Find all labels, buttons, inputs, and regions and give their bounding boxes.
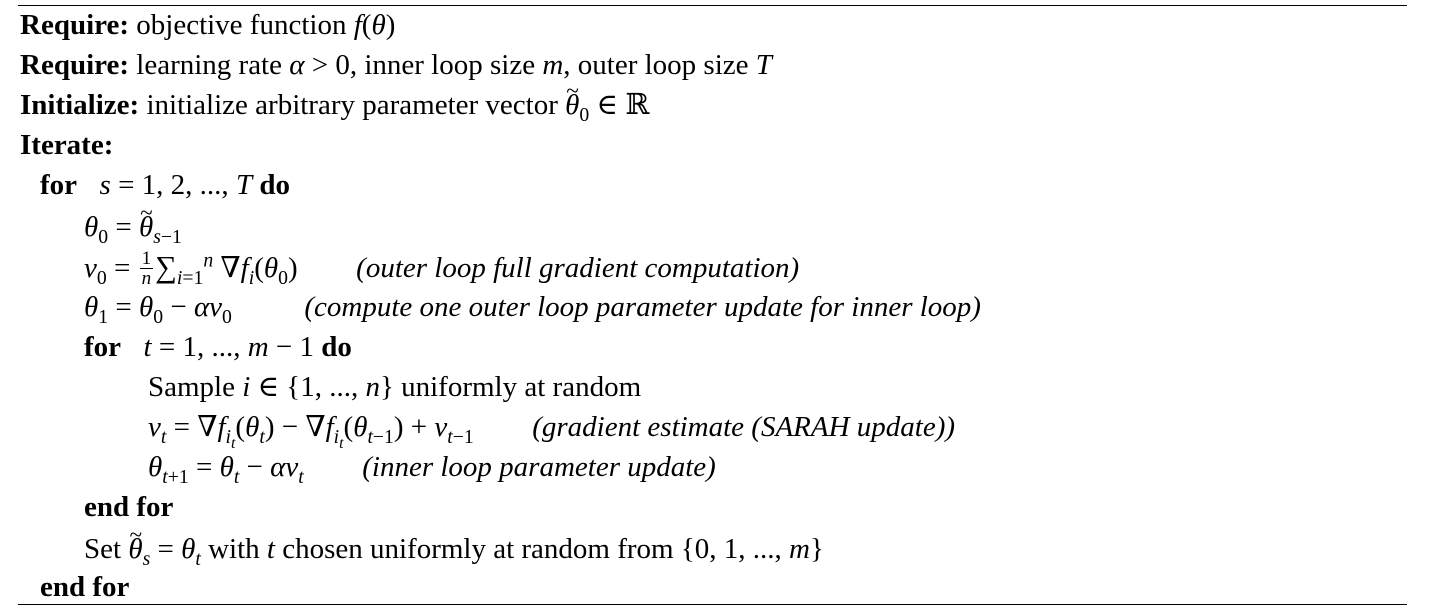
- algo-line-10: Sample i ∈ {1, ..., n} uniformly at rand…: [148, 370, 641, 404]
- outer-loop-symbol: T: [755, 49, 772, 81]
- initial-parameter-formula: θ0 ∈ ℝ: [565, 74, 649, 125]
- outer-update-formula: θ1 = θ0 − αv0: [84, 291, 232, 328]
- theta-zero-assignment: θ0 = θs−1: [84, 196, 182, 247]
- algo-line-12: θt+1 = θt − αvt (inner loop parameter up…: [148, 450, 716, 488]
- end-for-keyword: end for: [40, 571, 130, 603]
- algo-line-9: for t = 1, ..., m − 1 do: [84, 330, 352, 364]
- top-rule: [18, 5, 1407, 6]
- inner-update-formula: θt+1 = θt − αvt: [148, 451, 304, 488]
- initialize-text: initialize arbitrary parameter vector: [146, 89, 558, 121]
- algo-line-6: θ0 = θs−1: [84, 196, 182, 247]
- inner-loop-label: , inner loop size: [349, 49, 536, 81]
- with-label: with: [208, 533, 260, 565]
- chosen-uniform-text: chosen uniformly at random from: [282, 533, 674, 565]
- choice-set-formula: {0, 1, ..., m}: [680, 533, 824, 565]
- require-keyword: Require:: [20, 49, 130, 81]
- algo-line-2: Require: learning rate α > 0, inner loop…: [20, 48, 772, 82]
- outer-for-range: s = 1, 2, ..., T: [99, 169, 253, 201]
- algo-line-4: Iterate:: [20, 128, 113, 162]
- for-keyword: for: [40, 169, 78, 201]
- algo-line-14: Set θs = θt with t chosen uniformly at r…: [84, 518, 824, 569]
- outer-loop-label: , outer loop size: [563, 49, 749, 81]
- full-gradient-formula: v0 = 1 n ∑i=1n ∇fi(θ0): [84, 247, 298, 289]
- inner-for-range: t = 1, ..., m − 1: [143, 331, 315, 363]
- sample-label: Sample: [148, 371, 235, 403]
- algo-line-8: θ1 = θ0 − αv0 (compute one outer loop pa…: [84, 290, 981, 328]
- inner-update-comment: (inner loop parameter update): [362, 451, 716, 483]
- learning-rate-label: learning rate: [136, 49, 282, 81]
- do-keyword: do: [321, 331, 352, 363]
- t-symbol: t: [266, 533, 275, 565]
- for-keyword: for: [84, 331, 122, 363]
- sample-set-formula: i ∈ {1, ..., n}: [242, 371, 394, 403]
- learning-rate-formula: α > 0: [289, 49, 350, 81]
- initialize-keyword: Initialize:: [20, 89, 140, 121]
- algo-line-7: v0 = 1 n ∑i=1n ∇fi(θ0) (outer loop full gr…: [84, 247, 800, 290]
- set-label: Set: [84, 533, 122, 565]
- require-keyword: Require:: [20, 9, 130, 41]
- algo-line-5: for s = 1, 2, ..., T do: [40, 168, 290, 202]
- algo-line-15: end for: [40, 570, 129, 604]
- algo-line-11: vt = ∇fit(θt) − ∇fit(θt−1) + vt−1 (gradi…: [148, 410, 956, 452]
- sample-uniform-text: uniformly at random: [401, 371, 642, 403]
- sarah-update-formula: vt = ∇fit(θt) − ∇fit(θt−1) + vt−1: [148, 411, 474, 452]
- iterate-keyword: Iterate:: [20, 129, 114, 161]
- inner-loop-symbol: m: [542, 49, 564, 81]
- set-formula: θs = θt: [128, 518, 201, 569]
- bottom-rule: [18, 604, 1407, 605]
- algo-line-3: Initialize: initialize arbitrary paramet…: [20, 74, 649, 125]
- sarah-update-comment: (gradient estimate (SARAH update)): [532, 411, 956, 443]
- objective-formula: f(θ): [353, 9, 396, 41]
- do-keyword: do: [259, 169, 290, 201]
- require-text: objective function: [136, 9, 347, 41]
- full-gradient-comment: (outer loop full gradient computation): [356, 252, 800, 284]
- outer-update-comment: (compute one outer loop parameter update…: [304, 291, 981, 323]
- algo-line-1: Require: objective function f(θ): [20, 8, 395, 42]
